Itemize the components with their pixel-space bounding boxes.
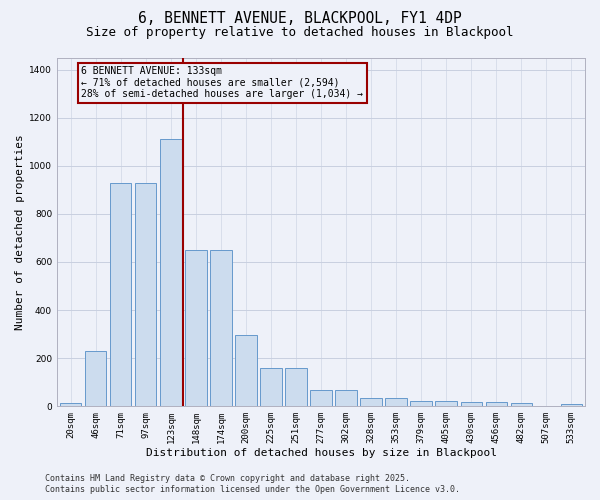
Bar bbox=[60, 402, 82, 406]
Bar bbox=[511, 404, 532, 406]
Bar bbox=[310, 390, 332, 406]
Text: 6 BENNETT AVENUE: 133sqm
← 71% of detached houses are smaller (2,594)
28% of sem: 6 BENNETT AVENUE: 133sqm ← 71% of detach… bbox=[81, 66, 363, 99]
Bar bbox=[461, 402, 482, 406]
Bar bbox=[260, 368, 281, 406]
Bar bbox=[210, 250, 232, 406]
Bar bbox=[410, 401, 432, 406]
Bar bbox=[436, 401, 457, 406]
Text: 6, BENNETT AVENUE, BLACKPOOL, FY1 4DP: 6, BENNETT AVENUE, BLACKPOOL, FY1 4DP bbox=[138, 11, 462, 26]
Bar bbox=[135, 182, 157, 406]
Bar bbox=[85, 351, 106, 406]
Y-axis label: Number of detached properties: Number of detached properties bbox=[15, 134, 25, 330]
Text: Contains HM Land Registry data © Crown copyright and database right 2025.
Contai: Contains HM Land Registry data © Crown c… bbox=[45, 474, 460, 494]
X-axis label: Distribution of detached houses by size in Blackpool: Distribution of detached houses by size … bbox=[146, 448, 497, 458]
Bar bbox=[560, 404, 582, 406]
Bar bbox=[185, 250, 206, 406]
Bar bbox=[485, 402, 507, 406]
Text: Size of property relative to detached houses in Blackpool: Size of property relative to detached ho… bbox=[86, 26, 514, 39]
Bar bbox=[235, 336, 257, 406]
Bar bbox=[385, 398, 407, 406]
Bar bbox=[160, 140, 182, 406]
Bar bbox=[286, 368, 307, 406]
Bar bbox=[110, 182, 131, 406]
Bar bbox=[361, 398, 382, 406]
Bar bbox=[335, 390, 356, 406]
